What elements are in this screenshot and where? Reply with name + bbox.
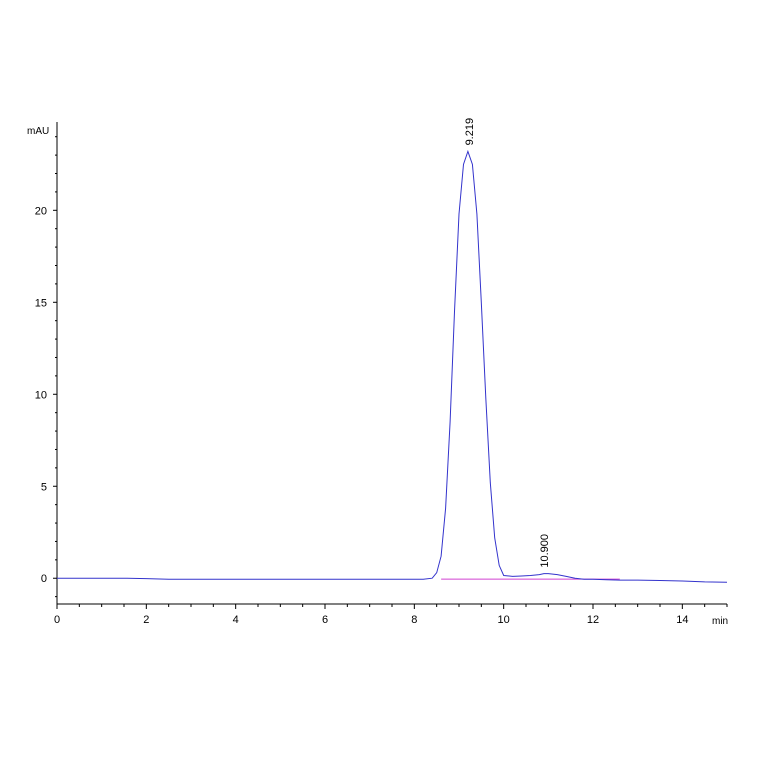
y-ticks: 0 5 10 15 20 (35, 136, 57, 598)
x-tick-label: 10 (498, 614, 510, 626)
x-ticks: 0 2 4 6 8 10 12 14 (54, 604, 728, 626)
x-tick-label: 4 (233, 614, 239, 626)
x-tick-label: 12 (587, 614, 599, 626)
peak-labels: 9.219 10.900 (464, 118, 551, 568)
x-tick-label: 14 (676, 614, 688, 626)
x-tick-label: 8 (411, 614, 417, 626)
peak-label: 9.219 (464, 118, 476, 146)
x-tick-label: 0 (54, 614, 60, 626)
x-tick-label: 2 (143, 614, 149, 626)
y-tick-label: 10 (35, 389, 47, 401)
x-tick-label: 6 (322, 614, 328, 626)
y-unit-label: mAU (27, 126, 49, 137)
x-unit-label: min (712, 616, 728, 627)
y-tick-label: 20 (35, 205, 47, 217)
y-tick-label: 0 (41, 573, 47, 585)
axes (56, 122, 727, 605)
y-tick-label: 5 (41, 481, 47, 493)
y-tick-label: 15 (35, 297, 47, 309)
signal-trace (57, 149, 728, 583)
peak-label: 10.900 (539, 534, 551, 568)
